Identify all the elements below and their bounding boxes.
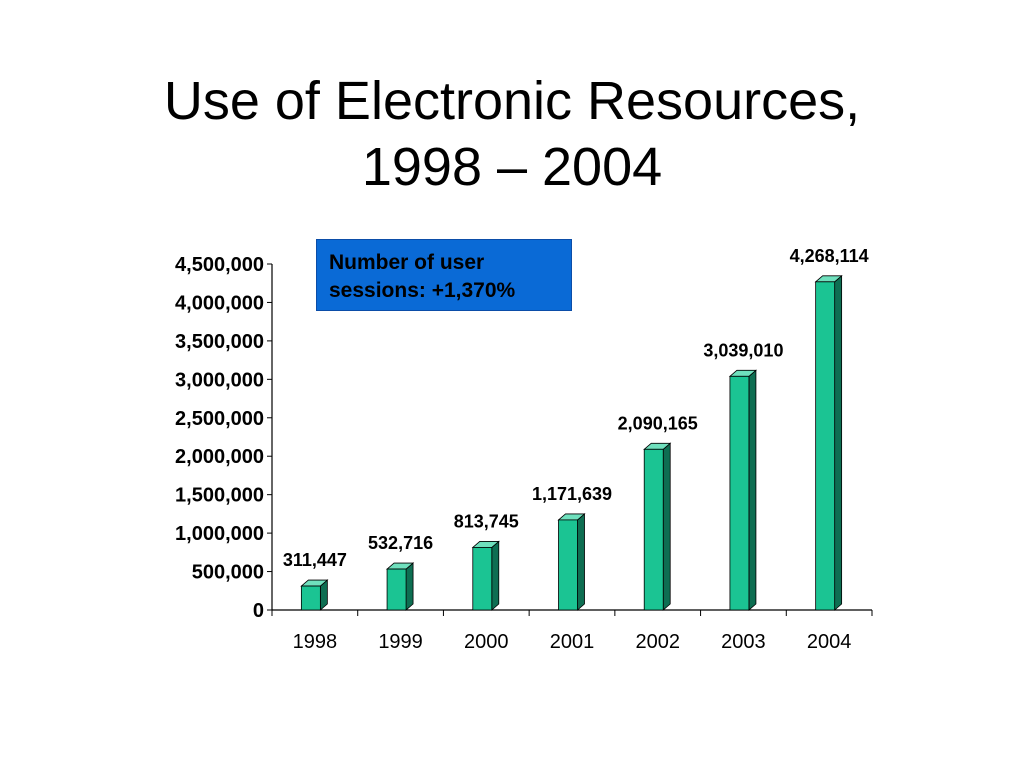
bar	[643, 448, 664, 611]
data-label: 532,716	[368, 533, 433, 553]
y-tick-label: 3,000,000	[175, 369, 264, 391]
bar	[386, 568, 407, 611]
y-tick-label: 1,500,000	[175, 485, 264, 507]
bar-side	[491, 540, 500, 611]
y-tick-label: 1,000,000	[175, 523, 264, 545]
callout-line-2: sessions: +1,370%	[329, 279, 516, 302]
bar	[815, 281, 836, 611]
bar	[300, 585, 321, 611]
y-tick-label: 2,500,000	[175, 408, 264, 430]
slide-title-line-1: Use of Electronic Resources,	[163, 71, 861, 131]
data-label: 3,039,010	[703, 340, 783, 360]
x-tick-label: 2002	[635, 631, 680, 653]
slide-title-line-2: 1998 – 2004	[361, 137, 663, 197]
bar-side	[405, 562, 414, 611]
y-tick-label: 0	[253, 600, 264, 622]
y-tick-label: 500,000	[192, 562, 264, 584]
data-label: 2,090,165	[618, 413, 698, 433]
callout-line-1: Number of user	[329, 251, 485, 274]
x-tick-label: 2001	[550, 631, 595, 653]
bar-side	[662, 442, 671, 611]
slide-title: Use of Electronic Resources, 1998 – 2004	[0, 68, 1024, 200]
bar	[558, 519, 578, 611]
bar-side	[834, 274, 843, 611]
bar	[729, 375, 750, 611]
bar	[472, 547, 493, 611]
y-tick-label: 2,000,000	[175, 446, 264, 468]
x-tick-label: 1998	[293, 631, 338, 653]
x-tick-label: 2004	[807, 631, 852, 653]
x-tick-label: 1999	[378, 631, 423, 653]
callout-box: Number of user sessions: +1,370%	[316, 239, 572, 311]
data-label: 1,171,639	[532, 484, 612, 504]
data-label: 4,268,114	[790, 246, 869, 266]
y-tick-label: 4,500,000	[175, 254, 264, 276]
data-label: 813,745	[454, 511, 519, 531]
y-tick-label: 4,000,000	[175, 292, 264, 314]
bar-side	[577, 513, 585, 611]
x-tick-label: 2000	[464, 631, 509, 653]
data-label: 311,447	[283, 550, 347, 570]
bar-side	[748, 369, 757, 611]
y-tick-label: 3,500,000	[175, 331, 264, 353]
x-tick-label: 2003	[721, 631, 766, 653]
